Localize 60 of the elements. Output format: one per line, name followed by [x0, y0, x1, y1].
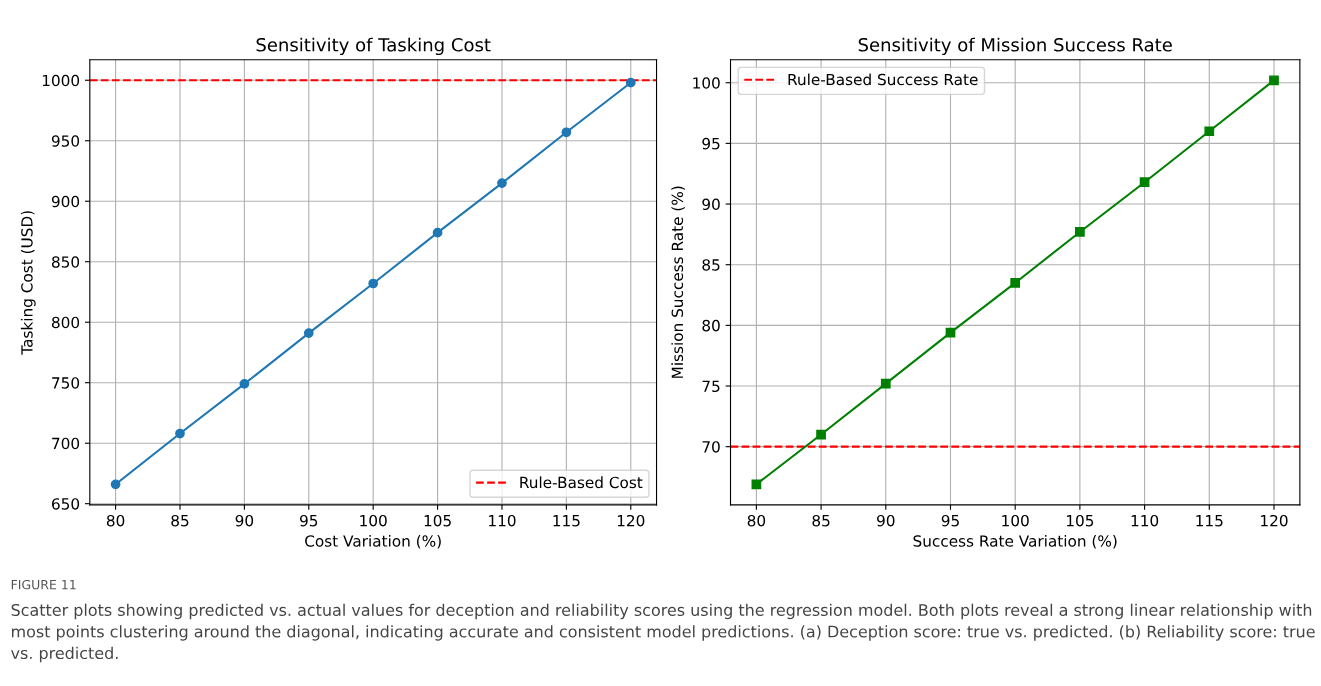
point: [497, 178, 507, 188]
point: [1010, 278, 1021, 288]
legend-label: Rule-Based Success Rate: [788, 73, 978, 86]
point: [625, 77, 636, 88]
x-tick-label: 95: [941, 514, 959, 527]
y-tick-label: 1000: [42, 74, 80, 87]
y-tick-label: 900: [51, 195, 80, 208]
x-tick-label: 120: [617, 514, 645, 527]
point: [303, 328, 314, 338]
x-tick-label: 90: [877, 514, 895, 527]
y-tick-label: 70: [702, 441, 720, 453]
x-axis-title: Cost Variation (%): [305, 534, 441, 549]
x-tick-label: 110: [489, 514, 516, 527]
x-tick-label: 115: [553, 515, 580, 527]
x-tick-label: 110: [1131, 514, 1159, 527]
y-tick-label: 800: [51, 316, 80, 329]
point: [561, 127, 572, 138]
y-tick-label: 850: [51, 256, 80, 268]
point: [239, 379, 250, 389]
x-tick-label: 95: [300, 514, 318, 527]
y-tick-label: 950: [51, 135, 80, 147]
point: [432, 227, 443, 238]
y-tick-label: 750: [52, 377, 80, 389]
x-tick-label: 105: [424, 514, 451, 527]
legend-label: Rule-Based Cost: [520, 476, 643, 489]
y-tick-label: 95: [702, 137, 720, 150]
chart-title: Sensitivity of Mission Success Rate: [858, 37, 1172, 56]
x-axis-title: Success Rate Variation (%): [913, 534, 1117, 549]
y-tick-label: 650: [52, 498, 80, 510]
point: [1075, 227, 1085, 237]
point: [1204, 126, 1215, 137]
point: [175, 428, 185, 439]
x-tick-label: 80: [747, 514, 766, 527]
x-tick-label: 80: [106, 514, 125, 527]
point: [368, 278, 379, 289]
x-tick-label: 85: [171, 514, 189, 527]
x-tick-label: 90: [235, 514, 254, 527]
x-tick-label: 100: [360, 514, 387, 527]
x-tick-label: 120: [1261, 514, 1288, 527]
point: [1139, 177, 1150, 188]
x-tick-label: 85: [812, 514, 830, 527]
y-tick-label: 90: [702, 198, 720, 211]
point: [880, 378, 891, 389]
y-axis-title: Mission Success Rate (%): [671, 186, 685, 378]
caption: FIGURE 11: [11, 579, 76, 590]
y-axis-title: Tasking Cost (USD): [20, 211, 36, 355]
y-tick-label: 80: [702, 319, 720, 332]
point: [1269, 75, 1279, 86]
x-tick-label: 100: [1002, 514, 1029, 527]
point: [751, 479, 762, 490]
y-tick-label: 85: [702, 259, 720, 271]
y-tick-label: 75: [702, 380, 720, 393]
text: Scatter plots showing predicted vs. actual values for deception and reliability scores using the regression model. Both plots reveal a strong linear relationship with most points clustering around the diagonal, indicating accurate and consistent model predictions. (a) Deception score: true vs. predicted. (b) Reliability score: true vs. predicted.: [11, 603, 1315, 663]
point: [816, 429, 826, 440]
x-tick-label: 105: [1066, 514, 1094, 527]
point: [110, 479, 121, 490]
chart-title: Sensitivity of Tasking Cost: [256, 37, 491, 56]
y-tick-label: 100: [693, 77, 720, 89]
x-tick-label: 115: [1196, 515, 1223, 527]
y-tick-label: 700: [52, 437, 80, 450]
